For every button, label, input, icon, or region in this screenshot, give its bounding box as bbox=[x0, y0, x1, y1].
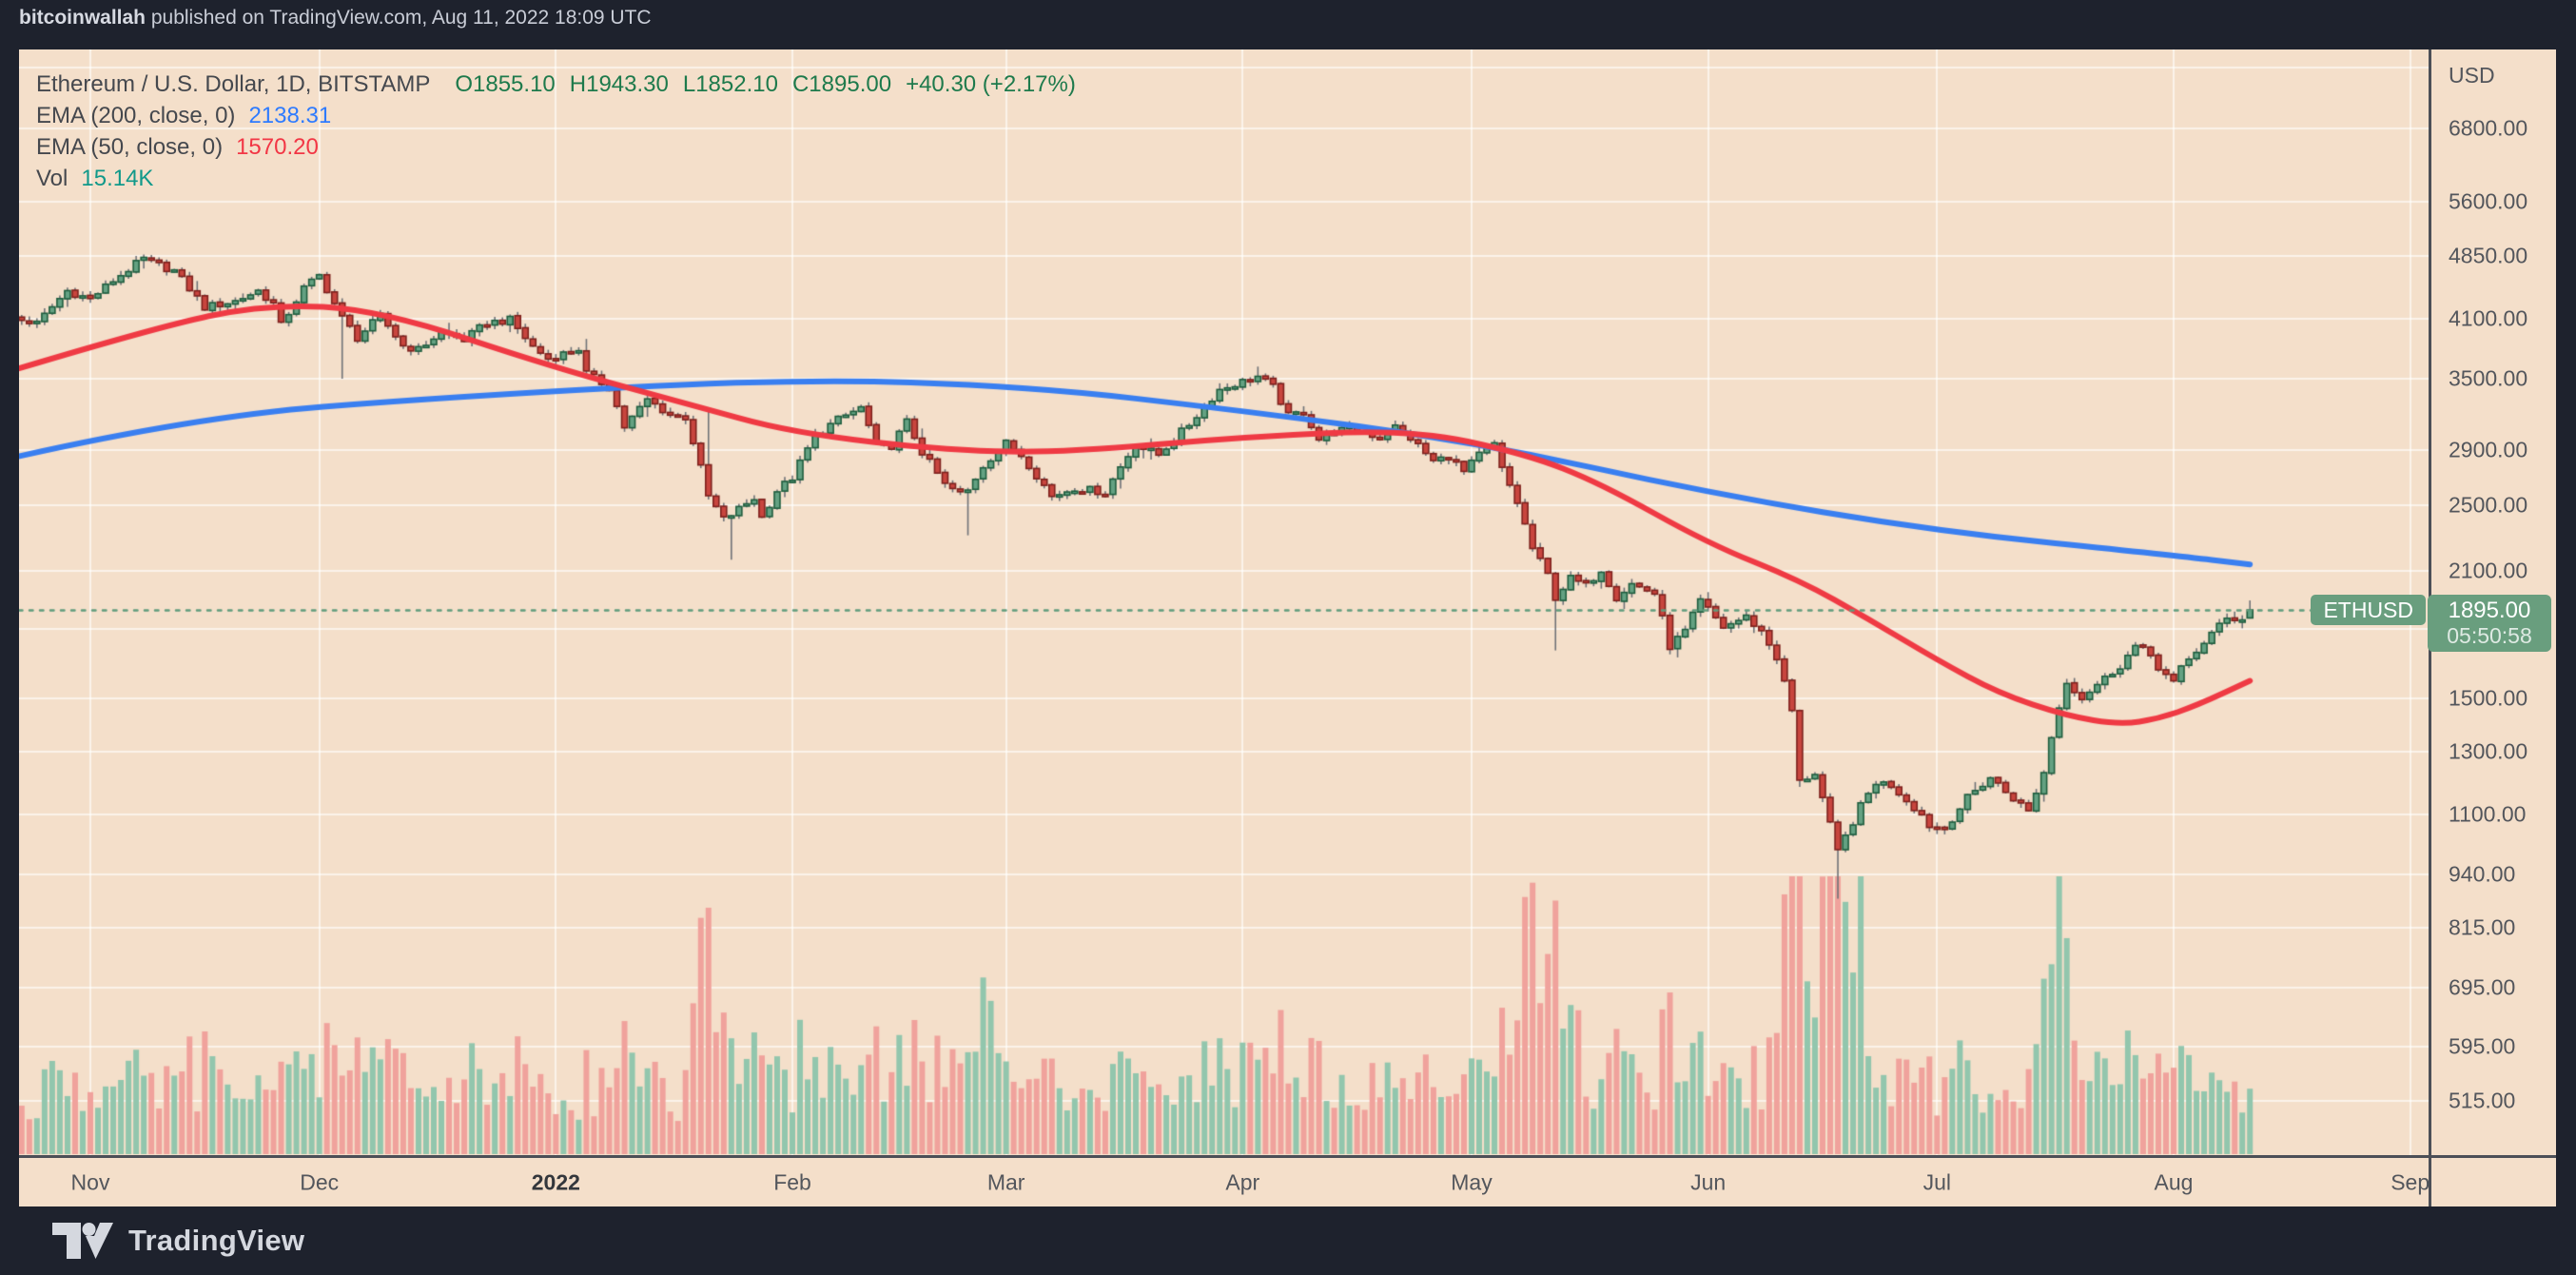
legend-ema50-row: EMA (50, close, 0) 1570.20 bbox=[36, 131, 1076, 163]
symbol-price-flag: ETHUSD bbox=[2311, 595, 2426, 626]
time-tick-label: Apr bbox=[1225, 1169, 1260, 1194]
tradingview-logo[interactable] bbox=[52, 1223, 113, 1259]
price-tick-label: 3500.00 bbox=[2449, 365, 2528, 391]
symbol-title[interactable]: Ethereum / U.S. Dollar, 1D, BITSTAMP bbox=[36, 71, 431, 97]
bar-countdown: 05:50:58 bbox=[2447, 623, 2532, 649]
price-tick-label: 5600.00 bbox=[2449, 188, 2528, 214]
tradingview-brand[interactable]: TradingView bbox=[128, 1224, 305, 1257]
time-tick-label: Nov bbox=[70, 1169, 110, 1194]
last-price-badge: 1895.00 05:50:58 bbox=[2428, 595, 2551, 653]
ema200-label[interactable]: EMA (200, close, 0) bbox=[36, 103, 236, 128]
time-tick-label: Jul bbox=[1922, 1169, 1952, 1194]
price-tick-label: 4850.00 bbox=[2449, 243, 2528, 268]
legend-ema200-row: EMA (200, close, 0) 2138.31 bbox=[36, 100, 1076, 131]
price-tick-label: 595.00 bbox=[2449, 1033, 2516, 1059]
time-tick-label: Sep bbox=[2391, 1169, 2430, 1194]
footer-bar: TradingView bbox=[0, 1206, 2576, 1275]
ohlc-close: C1895.00 bbox=[791, 71, 892, 97]
legend-symbol-row: Ethereum / U.S. Dollar, 1D, BITSTAMP O185… bbox=[36, 69, 1076, 100]
time-scale[interactable]: Nov Dec 2022 Feb Mar Apr May Jun Jul Aug Sep bbox=[19, 1155, 2556, 1206]
ema50-value: 1570.20 bbox=[236, 134, 319, 160]
price-tick-label: 1100.00 bbox=[2449, 801, 2527, 827]
ohlc-high: H1943.30 bbox=[569, 71, 669, 97]
price-tick-label: 815.00 bbox=[2449, 914, 2516, 940]
ohlc-change: +40.30 (+2.17%) bbox=[906, 71, 1076, 97]
ema50-label[interactable]: EMA (50, close, 0) bbox=[36, 134, 224, 160]
time-tick-label: 2022 bbox=[531, 1169, 580, 1194]
price-tick-label: 940.00 bbox=[2449, 861, 2516, 887]
price-chart-canvas[interactable] bbox=[19, 49, 2429, 1155]
time-tick-label: May bbox=[1451, 1169, 1493, 1194]
price-tick-label: 2100.00 bbox=[2449, 558, 2528, 583]
price-tick-label: 2500.00 bbox=[2449, 492, 2528, 518]
time-tick-label: Jun bbox=[1690, 1169, 1727, 1194]
chart-legend: Ethereum / U.S. Dollar, 1D, BITSTAMP O185… bbox=[36, 69, 1076, 194]
currency-label: USD bbox=[2449, 63, 2495, 88]
price-scale[interactable]: USD 6800.00 5600.00 4850.00 4100.00 3500.00 2… bbox=[2431, 49, 2556, 1155]
last-price: 1895.00 bbox=[2448, 598, 2531, 624]
volume-value: 15.14K bbox=[81, 166, 154, 191]
price-tick-label: 1300.00 bbox=[2449, 738, 2528, 764]
price-tick-label: 2900.00 bbox=[2449, 437, 2528, 462]
price-tick-label: 1500.00 bbox=[2449, 685, 2528, 711]
time-tick-label: Aug bbox=[2154, 1169, 2194, 1194]
price-tick-label: 695.00 bbox=[2449, 974, 2516, 1000]
ohlc-open: O1855.10 bbox=[455, 71, 556, 97]
ema200-value: 2138.31 bbox=[248, 103, 332, 128]
time-tick-label: Feb bbox=[773, 1169, 811, 1194]
publisher-username: bitcoinwallah bbox=[19, 7, 146, 29]
price-tick-label: 515.00 bbox=[2449, 1088, 2516, 1113]
publish-info: published on TradingView.com, Aug 11, 20… bbox=[146, 7, 652, 29]
chart-panel: Ethereum / U.S. Dollar, 1D, BITSTAMP O185… bbox=[19, 49, 2556, 1206]
ohlc-low: L1852.10 bbox=[682, 71, 778, 97]
legend-volume-row: Vol 15.14K bbox=[36, 163, 1076, 194]
time-tick-label: Mar bbox=[986, 1169, 1025, 1194]
time-tick-label: Dec bbox=[300, 1169, 340, 1194]
price-tick-label: 4100.00 bbox=[2449, 305, 2528, 331]
volume-label[interactable]: Vol bbox=[36, 166, 68, 191]
price-tick-label: 6800.00 bbox=[2449, 115, 2528, 141]
publish-bar: bitcoinwallah published on TradingView.c… bbox=[0, 0, 2576, 49]
